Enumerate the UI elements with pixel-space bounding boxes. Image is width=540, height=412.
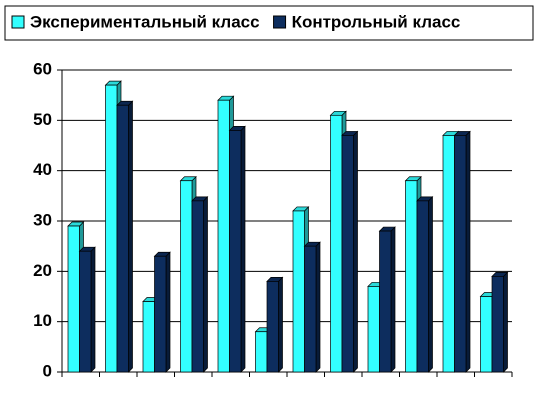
y-tick-label: 0 [43,361,52,380]
bar [379,230,392,373]
bar [491,276,504,373]
bar-side [90,246,96,373]
bar [341,135,354,373]
bar [180,180,193,373]
bar [255,331,268,373]
bar-side [428,196,433,373]
legend-label: Контрольный класс [292,12,461,31]
y-tick-label: 50 [33,110,52,129]
bar-side [315,241,321,373]
bar [416,200,429,373]
bar-side [203,196,208,373]
bar-side [240,125,246,373]
bar-side [353,130,358,373]
y-tick-label: 60 [33,59,52,78]
bar-side [165,251,171,373]
y-tick-label: 30 [33,210,52,229]
legend-label: Экспериментальный класс [30,12,260,31]
bar [191,200,204,373]
bar [67,225,80,373]
bar [442,135,455,373]
y-tick-label: 40 [33,160,52,179]
bar [266,281,279,373]
bar-side [128,100,133,373]
legend-box [4,5,534,41]
bar [217,99,230,373]
bar [79,250,92,373]
bar [105,84,118,373]
bar [330,114,343,373]
bar [229,130,242,373]
bar [304,245,317,373]
legend-swatch [11,15,25,29]
bar [116,104,129,373]
y-tick-label: 10 [33,311,52,330]
bar-side [465,130,471,373]
y-tick-label: 20 [33,261,52,280]
bar [292,210,305,373]
legend-swatch [273,15,287,29]
bar-side [503,271,508,373]
bar-side [278,276,283,373]
bar [480,296,493,373]
bar [405,180,418,373]
bar [367,286,380,373]
bar [154,255,167,373]
bar [142,301,155,373]
bar [454,135,467,373]
bar-side [390,226,396,373]
